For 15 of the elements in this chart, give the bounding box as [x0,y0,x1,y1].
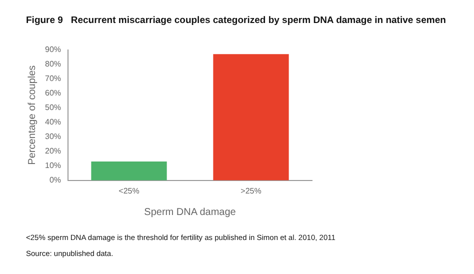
y-tick-label: 60% [44,88,62,98]
x-tick-label: >25% [240,186,262,196]
y-tick-label: 20% [44,146,62,156]
y-tick-label: 10% [44,161,62,170]
y-axis-title: Percentage of couples [26,65,38,165]
x-tick-label: <25% [118,186,140,196]
chart-title: Figure 9 Recurrent miscarriage couples categorized by sperm DNA damage in native semen [26,15,446,26]
x-axis-title: Sperm DNA damage [144,206,236,218]
y-tick-label: 90% [44,45,62,54]
y-tick-label: 80% [44,60,62,69]
y-tick-label: 0% [49,176,62,185]
y-tick-label: 40% [44,118,62,127]
y-tick-label: 30% [44,132,62,142]
y-tick-label: 50% [44,103,62,112]
y-tick-label: 70% [44,74,62,84]
